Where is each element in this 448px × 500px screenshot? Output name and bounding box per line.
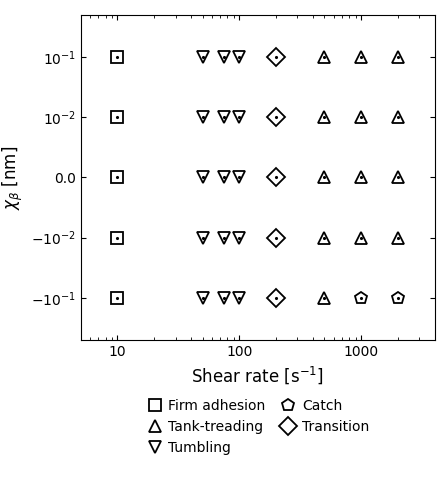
Legend: Firm adhesion, Tank-treading, Tumbling, Catch, Transition: Firm adhesion, Tank-treading, Tumbling, … <box>146 399 369 455</box>
Y-axis label: $\chi_{\beta}$ [nm]: $\chi_{\beta}$ [nm] <box>1 146 26 210</box>
X-axis label: Shear rate [s$^{-1}$]: Shear rate [s$^{-1}$] <box>191 364 324 386</box>
